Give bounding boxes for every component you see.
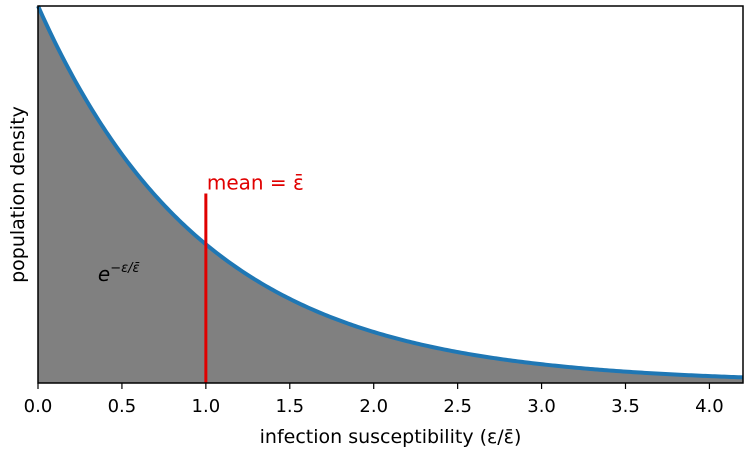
x-tick-label: 4.0 — [695, 396, 724, 417]
x-tick-label: 0.5 — [108, 396, 137, 417]
area-fill — [38, 6, 743, 383]
x-tick-label: 0.0 — [24, 396, 53, 417]
x-tick-label: 1.0 — [192, 396, 221, 417]
formula-exponent: −ε/ε̄ — [110, 261, 140, 276]
plot-frame — [37, 5, 744, 384]
x-axis-label: infection susceptibility (ε/ε̄) — [260, 426, 522, 448]
formula-label: e−ε/ε̄ — [98, 261, 140, 286]
x-tick-label: 1.5 — [275, 396, 304, 417]
mean-label: mean = ε̄ — [207, 171, 304, 195]
curve-line — [36, 5, 744, 380]
x-tick-label: 2.5 — [443, 396, 472, 417]
x-tick-label: 2.0 — [359, 396, 388, 417]
formula-base: e — [98, 262, 110, 286]
x-tick-label: 3.5 — [611, 396, 640, 417]
y-axis-label: population density — [7, 106, 29, 283]
x-tick-label: 3.0 — [527, 396, 556, 417]
x-ticks: 0.0 0.5 1.0 1.5 2.0 2.5 3.0 3.5 4.0 — [24, 383, 724, 417]
